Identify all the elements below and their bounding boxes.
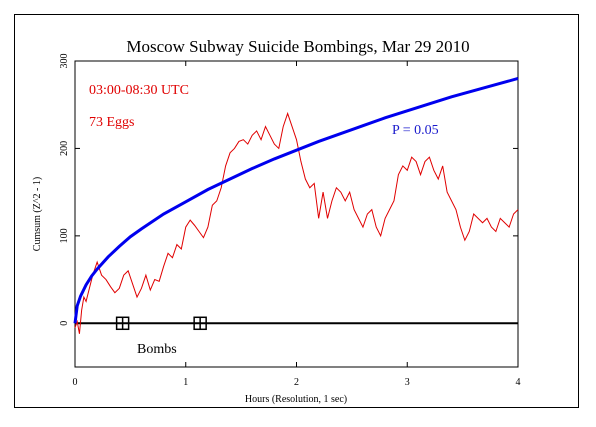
eggs-count-label: 73 Eggs <box>89 115 135 130</box>
p-value-label: P = 0.05 <box>392 123 439 138</box>
chart-frame <box>14 14 579 408</box>
x-tick-label: 3 <box>405 377 410 388</box>
cumsum-series-line <box>74 111 519 334</box>
plot-area <box>74 60 519 368</box>
y-tick-label: 100 <box>59 228 70 243</box>
y-axis-ticks: 0 100 200 300 <box>59 54 80 326</box>
x-axis-label: Hours (Resolution, 1 sec) <box>245 394 347 405</box>
right-axis-ticks <box>513 60 518 324</box>
y-tick-label: 300 <box>59 54 70 69</box>
x-axis-ticks: 0 1 2 3 4 <box>73 61 521 388</box>
x-tick-label: 2 <box>294 377 299 388</box>
x-tick-label: 4 <box>516 377 521 388</box>
x-tick-label: 1 <box>183 377 188 388</box>
chart-title: Moscow Subway Suicide Bombings, Mar 29 2… <box>126 37 469 56</box>
event-markers <box>115 316 207 331</box>
x-tick-label: 0 <box>73 377 78 388</box>
time-range-label: 03:00-08:30 UTC <box>89 83 189 98</box>
probability-envelope-line <box>73 77 519 324</box>
y-axis-label: Cumsum (Z^2 - 1) <box>32 177 43 251</box>
bombs-label: Bombs <box>137 342 177 357</box>
y-tick-label: 200 <box>59 141 70 156</box>
y-tick-label: 0 <box>59 321 70 326</box>
